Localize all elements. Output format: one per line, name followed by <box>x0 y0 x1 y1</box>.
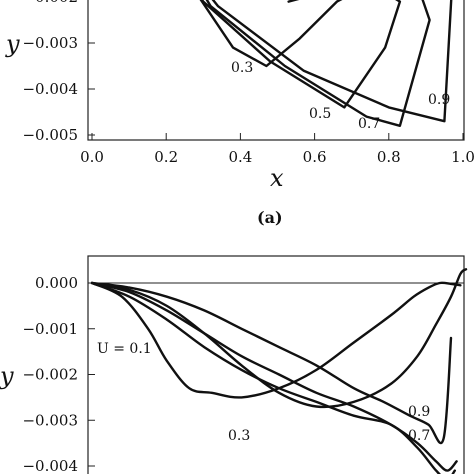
panel-a-label-0-5: 0.5 <box>309 106 331 122</box>
panel-a-frame <box>87 0 465 141</box>
panel-b-frame <box>87 255 465 474</box>
panel-b-ticks: 0.000 −0.001 −0.002 −0.003 −0.004 <box>22 274 95 474</box>
panel-b-label-0-9: 0.9 <box>408 404 430 420</box>
panel-b-curve-0-3 <box>90 281 462 399</box>
panel-b-curve-0-9 <box>90 281 453 445</box>
panel-a-y-tick-label: −0.003 <box>22 34 78 52</box>
panel-a-x-tick-label: 0.4 <box>228 148 252 166</box>
panel-a-tag: (a) <box>257 208 283 227</box>
panel-a-x-tick-label: 0.8 <box>377 148 401 166</box>
panel-b-y-tick-label: −0.001 <box>22 320 78 338</box>
panel-a-curve-0-3 <box>199 0 343 68</box>
panel-a-y-tick-label: −0.005 <box>22 126 78 144</box>
panel-b-annotation: U = 0.1 <box>97 341 152 357</box>
panel-a-x-tick-label: 1.0 <box>451 148 474 166</box>
panel-a-curve-0-7 <box>205 0 431 127</box>
panel-a: 0.0 0.2 0.4 0.6 0.8 1.0 −0.002 −0.003 −0.004 −0.0… <box>5 0 474 227</box>
panel-b-label-0-7: 0.7 <box>408 428 430 444</box>
panel-a-x-tick-label: 0.6 <box>303 148 327 166</box>
panel-a-x-tick-label: 0.2 <box>154 148 178 166</box>
panel-b-y-axis-label: y <box>0 362 14 390</box>
panel-b-y-tick-label: 0.000 <box>35 274 78 292</box>
panel-a-y-axis-label: y <box>5 30 20 58</box>
panel-a-x-axis-label: x <box>270 164 284 192</box>
panel-a-y-tick-label: −0.002 <box>22 0 78 6</box>
panel-b-y-tick-label: −0.003 <box>22 411 78 429</box>
panel-a-label-0-3: 0.3 <box>231 60 253 76</box>
panel-a-curve-0-5 <box>200 0 402 109</box>
panel-a-x-tick-label: 0.0 <box>80 148 104 166</box>
panel-a-curve-0-9 <box>211 0 453 123</box>
panel-b: 0.000−0.001−0.002−0.003−0.004 y U = 0.1 … <box>0 255 468 474</box>
panel-a-y-tick-label: −0.004 <box>22 80 78 98</box>
panel-b-curves <box>90 268 468 474</box>
panel-b-label-0-3: 0.3 <box>228 428 250 444</box>
panel-b-curve-0-1 <box>90 268 468 409</box>
panel-a-ticks: 0.0 0.2 0.4 0.6 0.8 1.0 −0.002 −0.003 −0.004 −0.0… <box>22 0 474 166</box>
panel-b-curve-0-7 <box>90 281 458 472</box>
panel-a-label-0-9: 0.9 <box>428 92 450 108</box>
panel-a-curves <box>199 0 453 127</box>
panel-b-y-tick-label: −0.002 <box>22 366 78 384</box>
panel-a-label-0-7: 0.7 <box>358 116 380 132</box>
panel-b-curve-0-5 <box>90 281 456 474</box>
panel-b-y-tick-label: −0.004 <box>22 457 78 474</box>
